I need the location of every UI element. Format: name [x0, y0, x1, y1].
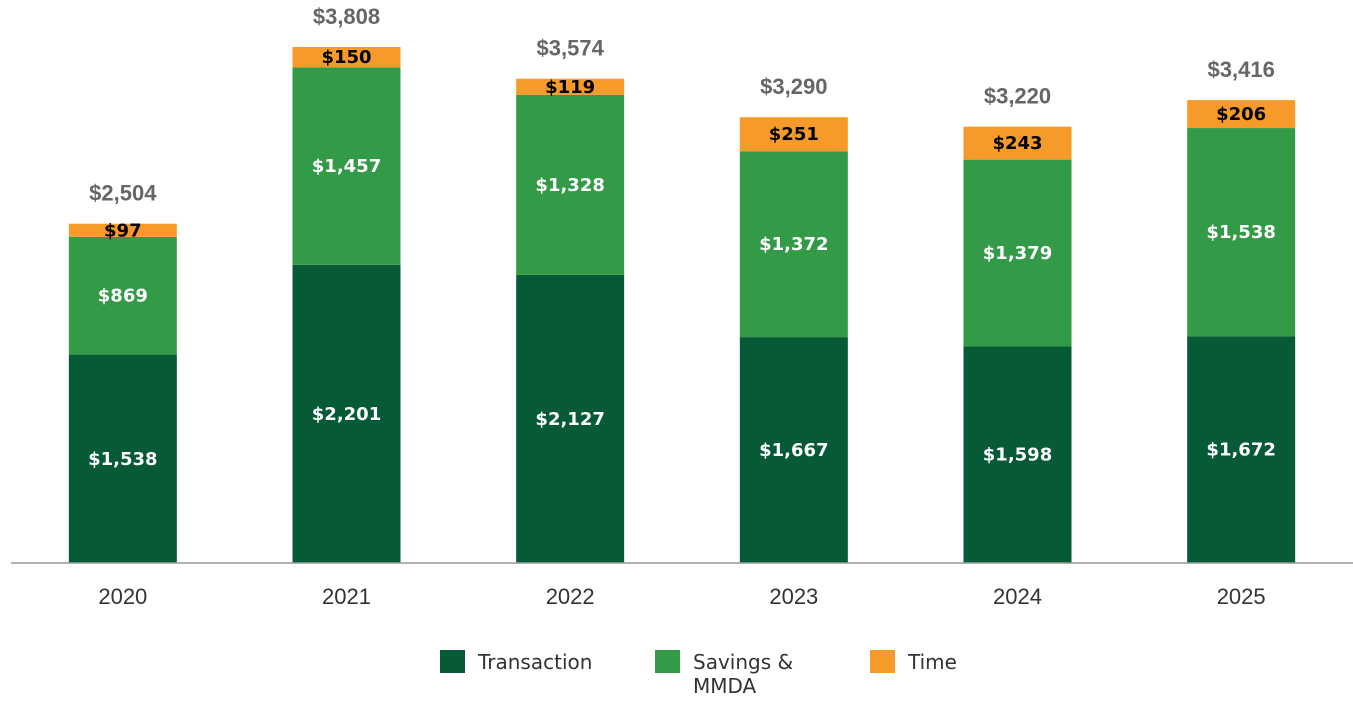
value-label: $119	[545, 77, 595, 98]
value-label: $1,328	[535, 175, 604, 196]
value-label: $1,667	[759, 440, 828, 461]
x-tick-label: 2023	[769, 584, 818, 609]
x-tick-label: 2020	[98, 584, 147, 609]
bar-segment	[963, 126, 1072, 160]
total-label: $3,290	[760, 74, 827, 99]
bar-segment	[68, 354, 177, 563]
legend-item: Savings & MMDA	[655, 650, 803, 698]
value-label: $243	[992, 133, 1042, 154]
bar-segment	[292, 47, 401, 68]
legend-swatch	[870, 650, 895, 673]
chart: $1,538 $869 $97 $2,504 2020 $2,201 $1,457 $150 $…	[11, 4, 1353, 609]
legend-swatch	[440, 650, 465, 673]
bar-segment	[963, 159, 1072, 347]
total-label: $3,574	[537, 36, 605, 61]
value-label: $1,538	[88, 449, 157, 470]
x-tick-label: 2021	[322, 584, 371, 609]
value-label: $251	[769, 124, 819, 145]
bar-segment	[739, 151, 848, 338]
bar-segment	[516, 274, 625, 563]
x-tick-label: 2022	[546, 584, 595, 609]
bar-segment	[739, 117, 848, 152]
value-label: $869	[98, 286, 148, 307]
x-tick-label: 2025	[1217, 584, 1266, 609]
bar-segment	[1187, 100, 1296, 129]
x-tick-label: 2024	[993, 584, 1042, 609]
bar-segment	[292, 67, 401, 265]
value-label: $206	[1216, 104, 1266, 125]
value-label: $1,457	[312, 156, 381, 177]
bar-segment	[68, 223, 177, 237]
value-label: $97	[104, 220, 142, 241]
value-label: $150	[321, 47, 371, 68]
value-label: $2,201	[312, 404, 381, 425]
value-label: $1,538	[1206, 222, 1275, 243]
value-label: $1,672	[1206, 440, 1275, 461]
bar-segment	[516, 94, 625, 275]
legend-label: Time	[908, 650, 957, 674]
legend-swatch	[655, 650, 680, 673]
bar-segment	[1187, 336, 1296, 563]
legend-item: Time	[870, 650, 988, 674]
value-label: $1,379	[983, 243, 1052, 264]
bar-segment	[963, 346, 1072, 563]
bar-segment	[68, 236, 177, 355]
legend-item: Transaction	[440, 650, 638, 674]
value-label: $1,372	[759, 234, 828, 255]
total-label: $3,220	[984, 84, 1051, 109]
legend-label: Transaction	[478, 650, 593, 674]
total-label: $3,416	[1208, 57, 1275, 82]
bar-segment	[516, 78, 625, 95]
bar-segment	[1187, 128, 1296, 337]
total-label: $3,808	[313, 4, 380, 29]
total-label: $2,504	[89, 181, 157, 206]
bar-segment	[739, 337, 848, 563]
value-label: $2,127	[535, 409, 604, 430]
bar-segment	[292, 264, 401, 563]
legend-label: Savings & MMDA	[693, 650, 794, 698]
value-label: $1,598	[983, 445, 1052, 466]
